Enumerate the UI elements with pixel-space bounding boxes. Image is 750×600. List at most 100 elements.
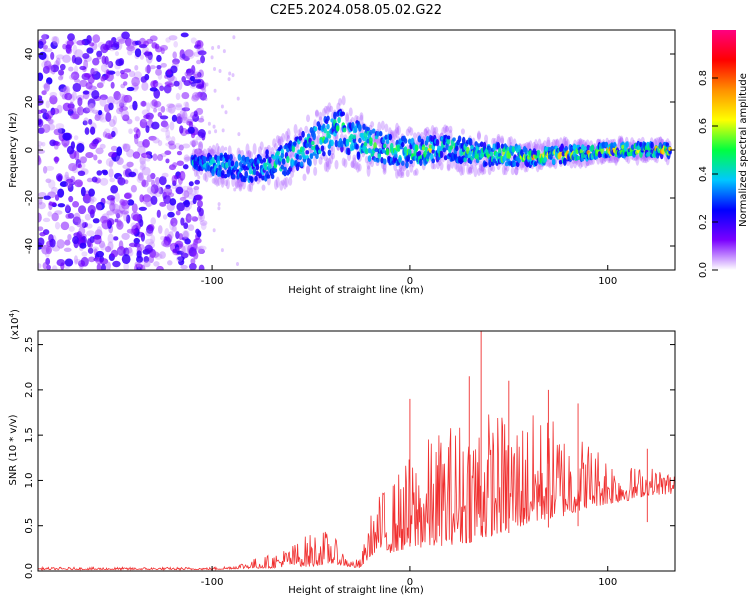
signal-halo	[366, 159, 371, 170]
noise-blob	[110, 249, 119, 258]
signal-core	[564, 145, 568, 152]
noise-blob	[141, 179, 149, 188]
snr-y-tick-label: 0.0	[24, 563, 35, 579]
signal-halo	[259, 141, 264, 151]
signal-core	[424, 146, 429, 154]
noise-blob	[108, 102, 114, 111]
noise-blob	[168, 35, 178, 41]
signal-core	[364, 148, 369, 155]
noise-blob	[92, 246, 99, 252]
signal-halo	[630, 137, 635, 147]
signal-halo	[273, 143, 278, 151]
noise-blob	[128, 171, 137, 178]
noise-blob	[138, 206, 147, 211]
signal-core	[439, 150, 444, 159]
noise-blob	[38, 40, 44, 49]
noise-blob	[195, 228, 200, 235]
signal-halo	[526, 142, 531, 150]
noise-blob	[105, 157, 114, 167]
signal-halo	[400, 171, 405, 179]
signal-core	[345, 138, 350, 145]
noise-blob	[120, 72, 129, 80]
spectrogram-y-tick-label: -20	[24, 190, 35, 206]
noise-blob	[130, 222, 137, 230]
signal-core	[435, 139, 440, 147]
noise-blob	[188, 121, 194, 129]
signal-halo	[275, 176, 280, 188]
signal-core	[315, 153, 319, 160]
noise-blob	[193, 110, 198, 117]
signal-halo	[323, 154, 328, 162]
noise-blob	[91, 90, 100, 100]
noise-blob	[185, 213, 192, 224]
noise-blob	[138, 44, 148, 49]
noise-blob	[136, 243, 145, 251]
signal-halo	[441, 126, 446, 135]
noise-blob	[38, 155, 41, 165]
signal-core	[207, 164, 211, 172]
noise-blob	[144, 244, 153, 253]
snr-x-ticks: -100 0 100	[201, 566, 617, 588]
noise-blob	[38, 72, 44, 82]
signal-halo	[427, 129, 432, 136]
noise-blob	[77, 97, 83, 107]
noise-blob	[217, 206, 221, 211]
signal-core	[258, 173, 262, 179]
noise-blob	[222, 49, 226, 54]
signal-core	[371, 128, 376, 134]
signal-halo	[430, 125, 435, 136]
signal-halo	[539, 143, 544, 152]
signal-halo	[249, 151, 254, 159]
noise-blob	[88, 242, 93, 249]
noise-blob	[105, 112, 112, 122]
noise-blob	[191, 92, 201, 101]
signal-halo	[580, 139, 585, 146]
noise-blob	[68, 226, 75, 232]
noise-blob	[50, 64, 60, 73]
signal-halo	[439, 161, 444, 171]
signal-halo	[325, 105, 330, 116]
noise-blob	[68, 66, 74, 72]
noise-blob	[51, 186, 58, 195]
signal-halo	[476, 130, 481, 141]
signal-halo	[507, 136, 512, 149]
noise-blob	[160, 62, 167, 68]
noise-blob	[72, 201, 80, 208]
signal-core	[513, 161, 517, 167]
noise-blob	[44, 48, 53, 53]
signal-halo	[612, 155, 617, 164]
noise-blob	[117, 38, 126, 44]
noise-blob	[76, 40, 86, 46]
noise-blob	[122, 114, 130, 122]
signal-core	[358, 137, 362, 144]
signal-core	[463, 157, 467, 163]
noise-blob	[140, 76, 147, 83]
noise-blob	[121, 232, 130, 240]
noise-blob	[147, 223, 155, 232]
noise-blob	[115, 212, 121, 219]
noise-blob	[151, 179, 156, 187]
noise-blob	[123, 68, 132, 73]
noise-blob	[133, 242, 141, 248]
noise-blob	[85, 104, 92, 112]
signal-core	[407, 148, 412, 155]
noise-blob	[164, 150, 172, 156]
spectrogram-y-axis-label: Frequency (Hz)	[8, 112, 19, 188]
signal-core	[445, 142, 449, 151]
noise-blob	[175, 103, 183, 108]
noise-blob	[108, 47, 117, 52]
noise-blob	[179, 109, 186, 119]
signal-halo	[343, 158, 348, 168]
signal-core	[326, 115, 330, 122]
noise-blob	[57, 75, 64, 81]
noise-blob	[132, 151, 141, 159]
noise-blob	[42, 217, 51, 223]
signal-halo	[448, 125, 453, 134]
signal-halo	[546, 139, 551, 148]
signal-halo	[533, 139, 538, 151]
noise-blob	[108, 160, 114, 168]
signal-halo	[500, 135, 505, 144]
signal-halo	[202, 148, 207, 158]
noise-blob	[186, 50, 195, 59]
noise-blob	[142, 194, 152, 203]
